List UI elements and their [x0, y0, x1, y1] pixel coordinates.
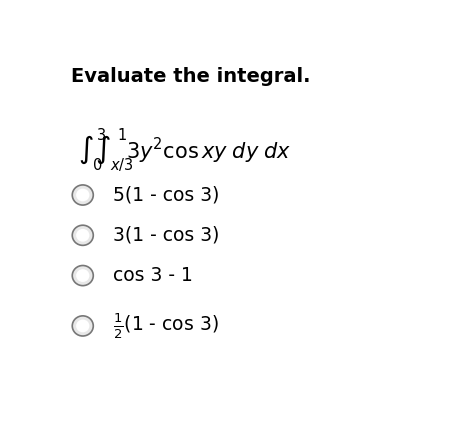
- Circle shape: [72, 185, 93, 205]
- Circle shape: [76, 189, 89, 201]
- Text: 5(1 - cos 3): 5(1 - cos 3): [112, 185, 218, 204]
- Text: $\int_0^{3}\!\!\!\int_{x/3}^{\;1}\!\! 3y^2\cos xy\; dy\; dx$: $\int_0^{3}\!\!\!\int_{x/3}^{\;1}\!\! 3y…: [78, 126, 290, 174]
- Text: cos 3 - 1: cos 3 - 1: [112, 266, 192, 285]
- Circle shape: [76, 229, 89, 242]
- Circle shape: [72, 316, 93, 336]
- Circle shape: [76, 320, 89, 332]
- Circle shape: [76, 269, 89, 282]
- Text: $\frac{1}{2}$(1 - cos 3): $\frac{1}{2}$(1 - cos 3): [112, 311, 218, 341]
- Text: 3(1 - cos 3): 3(1 - cos 3): [112, 226, 218, 245]
- Circle shape: [72, 225, 93, 245]
- Text: Evaluate the integral.: Evaluate the integral.: [70, 68, 309, 86]
- Circle shape: [72, 266, 93, 286]
